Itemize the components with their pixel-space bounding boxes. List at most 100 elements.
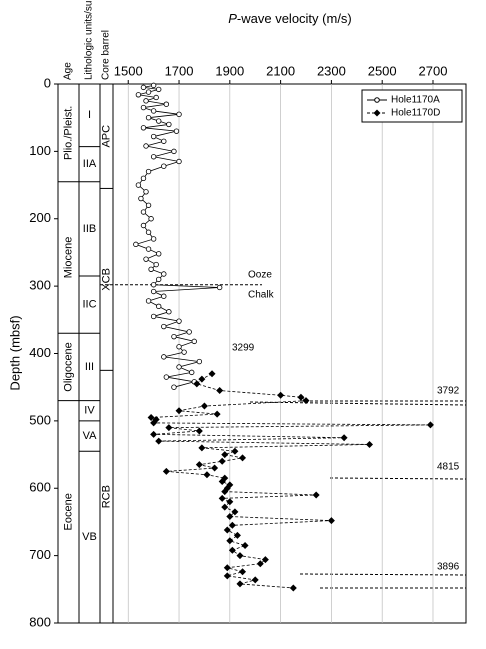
point <box>226 537 234 545</box>
point <box>153 261 159 268</box>
point <box>145 229 152 235</box>
point <box>153 94 159 101</box>
column-header: Lithologic units/subunits <box>84 0 95 80</box>
point <box>171 384 177 390</box>
point <box>150 133 157 140</box>
series-line <box>150 373 431 589</box>
unit-label: I <box>88 109 91 121</box>
legend-label: Hole1170D <box>391 108 440 119</box>
point <box>150 419 158 427</box>
point <box>175 407 183 415</box>
point <box>135 182 142 188</box>
point <box>145 89 152 95</box>
point <box>195 461 203 469</box>
annotation: 3792 <box>437 386 460 397</box>
point <box>140 104 147 111</box>
point <box>145 246 152 252</box>
y-axis-title: Depth (mbsf) <box>7 315 22 390</box>
point <box>189 369 195 376</box>
point <box>166 121 172 128</box>
point <box>208 370 216 378</box>
point <box>143 143 149 149</box>
point <box>176 318 182 324</box>
point <box>233 531 241 539</box>
point <box>165 424 173 432</box>
point <box>171 148 177 155</box>
point <box>289 584 297 592</box>
unit-label: Oligocene <box>62 342 74 392</box>
point <box>145 114 152 121</box>
point <box>218 478 226 486</box>
point <box>228 546 236 554</box>
point <box>156 86 162 93</box>
point <box>145 298 152 304</box>
point <box>143 189 149 195</box>
point <box>176 111 182 118</box>
point <box>216 387 224 395</box>
point <box>161 163 167 169</box>
unit-label: XCB <box>100 268 112 291</box>
point <box>277 391 285 399</box>
point <box>193 380 201 388</box>
point <box>239 454 247 462</box>
annotation: 3299 <box>232 343 255 354</box>
point <box>140 222 147 229</box>
point <box>161 271 167 277</box>
y-tick-label: 600 <box>29 480 51 495</box>
point <box>213 410 221 418</box>
boundary-below: Chalk <box>248 289 275 300</box>
point <box>236 580 244 588</box>
point <box>176 158 182 165</box>
point <box>150 154 157 160</box>
y-tick-label: 800 <box>29 614 51 629</box>
point <box>196 358 203 365</box>
point <box>143 256 149 262</box>
point <box>156 251 162 257</box>
point <box>231 447 239 455</box>
legend-marker <box>374 97 380 103</box>
y-tick-label: 0 <box>44 75 51 90</box>
column-header: Age <box>63 62 74 80</box>
point <box>186 329 192 335</box>
point <box>145 168 152 175</box>
x-tick-label: 2500 <box>368 63 397 78</box>
point <box>156 118 162 124</box>
point <box>150 430 158 438</box>
x-tick-label: 1900 <box>215 63 244 78</box>
unit-label: III <box>85 361 94 373</box>
point <box>150 236 157 242</box>
point <box>223 564 231 572</box>
offscale-line <box>249 401 467 406</box>
point <box>150 313 157 320</box>
point <box>426 421 434 429</box>
point <box>162 467 170 475</box>
point <box>312 491 320 499</box>
point <box>365 440 373 448</box>
y-tick-label: 300 <box>29 278 51 293</box>
point <box>221 451 229 459</box>
point <box>228 521 236 529</box>
x-tick-label: 1500 <box>114 63 143 78</box>
point <box>150 282 157 288</box>
series <box>133 82 223 390</box>
x-tick-label: 2100 <box>266 63 295 78</box>
point <box>143 98 149 104</box>
point <box>133 241 139 248</box>
point <box>223 526 231 534</box>
series <box>147 370 434 592</box>
x-title: -wave velocity (m/s) <box>237 11 352 26</box>
point <box>195 427 203 435</box>
unit-label: IV <box>84 405 95 417</box>
point <box>135 92 142 98</box>
x-tick-label: 1700 <box>165 63 194 78</box>
y-tick-label: 500 <box>29 412 51 427</box>
point <box>241 542 249 550</box>
point <box>221 488 229 496</box>
point <box>161 138 167 144</box>
point <box>216 284 223 291</box>
point <box>218 457 226 465</box>
point <box>191 338 197 345</box>
point <box>340 434 348 442</box>
unit-label: Plio./Pleist. <box>62 106 74 160</box>
